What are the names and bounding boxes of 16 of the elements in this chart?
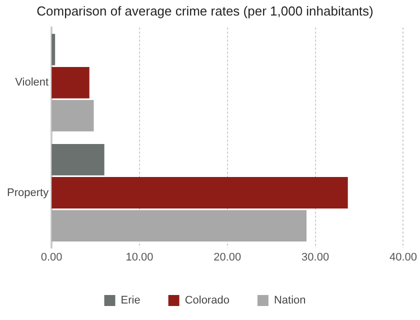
x-tick-label: 0.00 bbox=[40, 251, 62, 264]
chart-title: Comparison of average crime rates (per 1,000 inhabitants) bbox=[36, 3, 374, 18]
x-tick-label: 40.00 bbox=[389, 251, 417, 264]
bar bbox=[52, 100, 94, 132]
bar bbox=[52, 144, 104, 176]
y-tick-label: Violent bbox=[15, 76, 49, 89]
x-tick-label: 10.00 bbox=[126, 251, 154, 264]
x-tick-label: 30.00 bbox=[302, 251, 330, 264]
x-tick-label: 20.00 bbox=[214, 251, 242, 264]
bar bbox=[52, 210, 307, 242]
legend-label: Colorado bbox=[184, 294, 230, 307]
legend-label: Erie bbox=[120, 294, 140, 307]
bar bbox=[52, 177, 348, 208]
y-tick-label: Property bbox=[6, 186, 50, 199]
legend-label: Nation bbox=[274, 294, 306, 307]
bar bbox=[52, 66, 90, 98]
